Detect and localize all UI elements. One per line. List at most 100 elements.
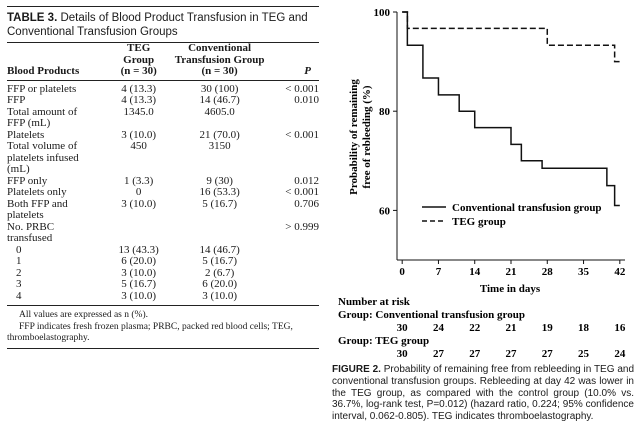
y-axis-label-line1: Probability of remaining: [348, 79, 360, 195]
risk-row-teg: 30 27 27 27 27 25 24: [397, 348, 626, 360]
y-tick-label: 80: [379, 106, 391, 118]
risk-title: Number at risk: [338, 296, 411, 308]
row-teg: 3 (10.0): [121, 289, 157, 302]
table-3: TABLE 3. Details of Blood Product Transf…: [7, 6, 319, 349]
row-label: No. PRBC transfused: [7, 220, 109, 245]
header-teg-line3: (n = 30): [120, 65, 157, 77]
table-row: 0 13 (43.3) 14 (46.7): [7, 243, 319, 257]
row-conv: 3150: [208, 140, 231, 152]
row-conv: [169, 222, 271, 245]
x-tick-label: 42: [614, 266, 626, 278]
table-row: FFP or platelets 4 (13.3) 30 (100) < 0.0…: [7, 82, 319, 96]
header-conv-line1: Conventional: [188, 42, 252, 54]
header-teg-line1: TEG: [127, 42, 151, 54]
x-axis-label: Time in days: [480, 283, 541, 295]
legend-teg-label: TEG group: [452, 216, 506, 228]
row-label: 1: [16, 255, 22, 267]
row-conv: 2 (6.7): [204, 266, 235, 279]
risk-count: 27: [542, 348, 554, 360]
row-p: [270, 279, 319, 291]
row-label-line1: Total volume of: [7, 140, 78, 152]
risk-count: 25: [578, 348, 590, 360]
row-p: < 0.001: [285, 82, 319, 95]
risk-count: 21: [506, 322, 517, 334]
row-teg: 13 (43.3): [118, 243, 159, 256]
row-p: 0.706: [294, 197, 319, 210]
row-label: 0: [16, 243, 22, 256]
row-p: [270, 245, 319, 257]
row-p: [270, 107, 319, 130]
row-p: [270, 291, 319, 303]
row-label: FFP or platelets: [7, 82, 77, 95]
risk-count: 30: [397, 348, 409, 360]
series-line-conventional: [402, 11, 620, 207]
table-note-2: FFP indicates fresh frozen plasma; PRBC,…: [7, 321, 293, 344]
row-label-line1: No. PRBC: [7, 220, 55, 233]
y-tick-label: 100: [374, 7, 391, 19]
risk-count: 18: [578, 322, 590, 334]
header-p-value: P: [304, 65, 311, 77]
row-conv: 14 (46.7): [199, 243, 240, 256]
row-p: < 0.001: [285, 186, 319, 198]
row-teg: 4 (13.3): [121, 82, 157, 95]
row-teg: 3 (10.0): [121, 266, 157, 279]
table-row: FFP 4 (13.3) 14 (46.7) 0.010: [7, 94, 319, 107]
table-note-1: All values are expressed as n (%).: [19, 310, 148, 320]
table-row: 1 6 (20.0) 5 (16.7): [7, 255, 319, 268]
figure-caption: FIGURE 2. Probability of remaining free …: [332, 364, 634, 423]
row-label-line2: FFP (mL): [7, 117, 51, 129]
risk-count: 27: [506, 348, 518, 360]
row-label: 4: [16, 289, 22, 302]
row-conv: 9 (30): [206, 174, 233, 187]
header-teg-line2: Group: [123, 53, 155, 66]
header-blood-products: Blood Products: [7, 65, 80, 77]
chart-legend: Conventional transfusion group TEG group: [422, 202, 602, 228]
risk-count: 19: [542, 322, 554, 334]
header-teg-group: TEG Group (n = 30): [109, 42, 169, 80]
chart-curves: [402, 11, 620, 207]
risk-count: 24: [614, 348, 626, 360]
table-row: 3 5 (16.7) 6 (20.0): [7, 278, 319, 291]
row-conv: 30 (100): [200, 82, 239, 95]
row-conv: 21 (70.0): [199, 128, 240, 141]
row-teg: 1345.0: [123, 105, 154, 118]
x-tick-label: 0: [399, 266, 405, 278]
row-teg: 4 (13.3): [121, 94, 157, 106]
row-teg: 3 (10.0): [121, 197, 157, 210]
x-tick-label: 35: [578, 266, 590, 278]
table-row: Both FFP and platelets 3 (10.0) 5 (16.7)…: [7, 197, 319, 222]
row-conv: 5 (16.7): [202, 197, 238, 210]
figure-2: 60 80 100 0 7 14 21 28 35 42 Conventional transfu…: [330, 0, 640, 428]
row-teg: 6 (20.0): [121, 255, 157, 267]
row-teg: 3 (10.0): [121, 128, 157, 141]
y-axis-label-line2: free of rebleeding (%): [361, 85, 373, 188]
risk-group2-label: Group: TEG group: [338, 335, 429, 347]
table-title-rule: [7, 42, 319, 43]
risk-count: 27: [469, 348, 481, 360]
header-conventional-group: Conventional Transfusion Group (n = 30): [169, 42, 271, 80]
table-title: TABLE 3. Details of Blood Product Transf…: [7, 11, 319, 39]
table-end-rule: [7, 347, 319, 349]
table-row: Total amount of FFP (mL) 1345.0 4605.0: [7, 105, 319, 130]
row-label-line3: (mL): [7, 163, 30, 175]
row-teg: 450: [130, 140, 147, 152]
chart-axes: 60 80 100 0 7 14 21 28 35 42: [374, 7, 626, 278]
row-label-line2: platelets infused: [7, 151, 79, 164]
row-p: 0.010: [294, 94, 319, 106]
risk-group1-label: Group: Conventional transfusion group: [338, 309, 525, 321]
table-title-text: Details of Blood Product Transfusion in …: [7, 12, 308, 38]
figure-caption-label: FIGURE 2.: [332, 364, 381, 375]
table-notes: All values are expressed as n (%). FFP i…: [7, 310, 319, 345]
row-p: > 0.999: [285, 220, 319, 233]
row-label: Total amount of FFP (mL): [7, 105, 109, 130]
row-label: Platelets: [7, 128, 45, 141]
row-label: FFP only: [7, 174, 48, 187]
y-tick-label: 60: [379, 205, 391, 217]
row-label: Both FFP and platelets: [7, 198, 109, 222]
row-label-line1: Total amount of: [7, 105, 78, 118]
risk-count: 16: [614, 322, 626, 334]
header-conv-line2: Transfusion Group: [174, 53, 265, 66]
row-label: FFP: [7, 94, 26, 106]
table-top-rule: [7, 6, 319, 7]
x-tick-label: 14: [469, 266, 481, 278]
